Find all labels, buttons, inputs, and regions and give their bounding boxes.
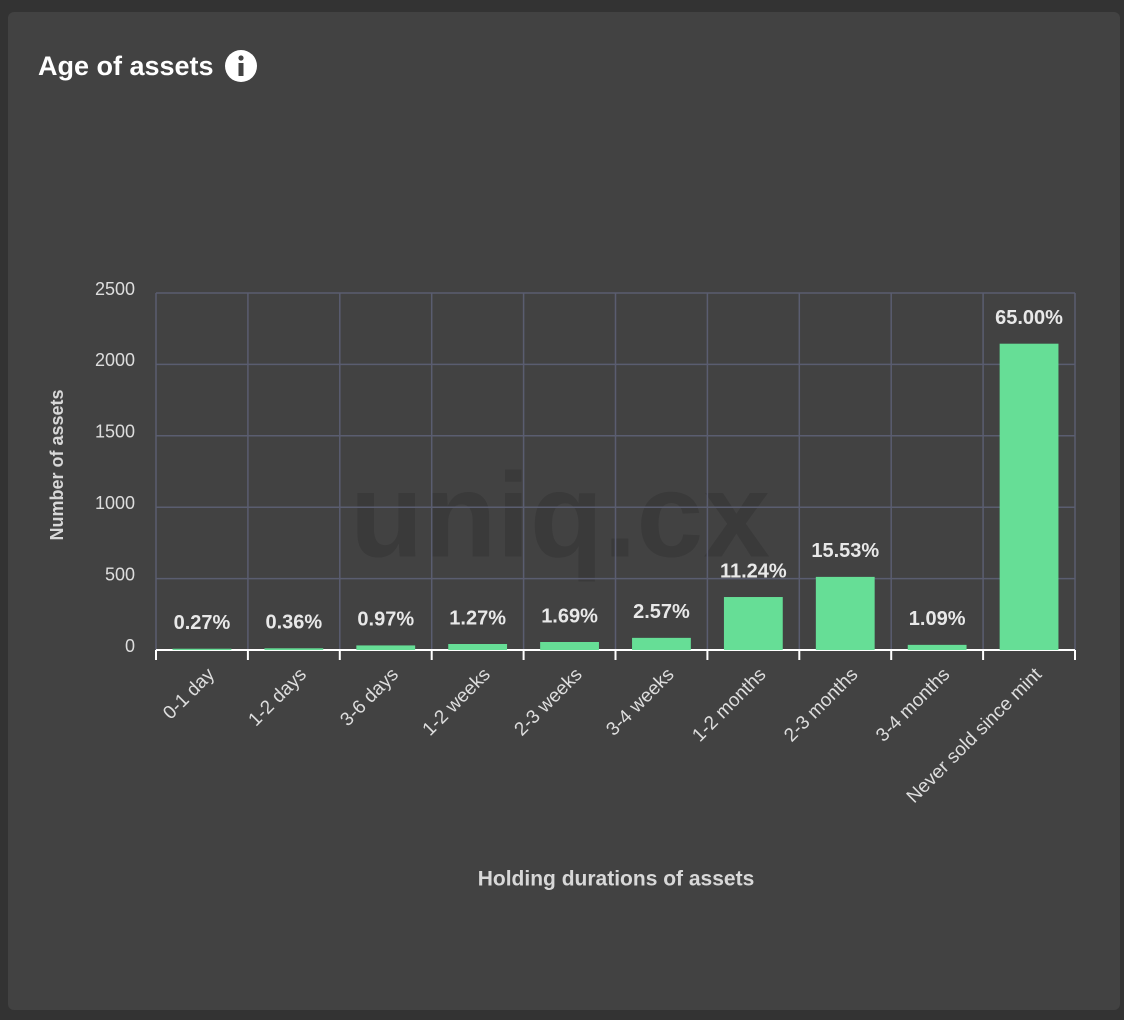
x-tick-label: 2-3 months [780, 664, 862, 746]
y-tick-label: 0 [125, 636, 135, 656]
x-tick-label: 3-4 months [872, 664, 954, 746]
data-label: 15.53% [811, 540, 879, 562]
data-label: 65.00% [995, 307, 1063, 329]
bar [632, 637, 691, 650]
data-label: 11.24% [720, 560, 787, 582]
y-axis-title: Number of assets [47, 389, 67, 540]
bar [540, 642, 599, 650]
y-tick-label: 2500 [95, 279, 135, 299]
x-tick-label: 0-1 day [159, 664, 219, 724]
bar [999, 343, 1059, 650]
x-axis-title: Holding durations of assets [478, 868, 755, 891]
data-label: 0.36% [265, 612, 322, 634]
bar [172, 648, 232, 650]
chart-title: Age of assets [38, 51, 214, 81]
bar [815, 576, 875, 650]
data-label: 0.27% [174, 612, 231, 634]
bar [264, 648, 324, 650]
x-tick-label: 1-2 weeks [419, 664, 495, 740]
y-tick-label: 2000 [95, 350, 135, 370]
info-icon[interactable] [225, 50, 257, 82]
watermark: uniq.cx [350, 449, 770, 583]
data-label: 1.69% [541, 605, 598, 627]
x-tick-label: 1-2 days [245, 664, 311, 730]
x-tick-label: 2-3 weeks [511, 664, 587, 740]
card [8, 12, 1120, 1010]
x-tick-label: 3-6 days [336, 664, 402, 730]
data-label: 1.27% [449, 607, 506, 629]
bar [448, 644, 508, 650]
x-tick-label: 1-2 months [688, 664, 770, 746]
bar [723, 597, 783, 650]
data-label: 2.57% [633, 601, 690, 623]
bar [907, 644, 967, 650]
x-tick-label: 3-4 weeks [602, 664, 678, 740]
data-label: 1.09% [909, 608, 966, 630]
y-tick-label: 1500 [95, 422, 135, 442]
y-tick-label: 1000 [95, 493, 135, 513]
bar [356, 645, 416, 650]
y-tick-label: 500 [105, 564, 135, 584]
data-label: 0.97% [357, 609, 414, 631]
